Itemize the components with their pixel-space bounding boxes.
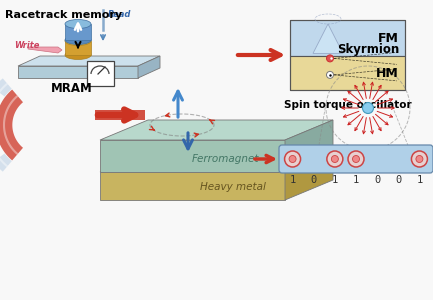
Polygon shape xyxy=(18,56,160,66)
Polygon shape xyxy=(313,24,343,53)
Ellipse shape xyxy=(65,20,91,28)
Text: Racetrack memory: Racetrack memory xyxy=(5,10,122,20)
Polygon shape xyxy=(100,120,333,140)
Polygon shape xyxy=(100,172,285,200)
Text: 1: 1 xyxy=(332,175,338,185)
Ellipse shape xyxy=(326,71,333,78)
Ellipse shape xyxy=(327,151,343,167)
Text: Spin torque oscillator: Spin torque oscillator xyxy=(284,100,411,110)
Text: Heavy metal: Heavy metal xyxy=(200,182,266,192)
Text: Write: Write xyxy=(14,40,39,50)
Polygon shape xyxy=(65,24,91,40)
Polygon shape xyxy=(100,140,285,172)
Ellipse shape xyxy=(331,155,338,163)
Ellipse shape xyxy=(362,103,374,113)
Ellipse shape xyxy=(411,151,427,167)
Ellipse shape xyxy=(416,155,423,163)
Bar xyxy=(290,56,405,90)
FancyBboxPatch shape xyxy=(279,145,433,173)
Polygon shape xyxy=(18,66,138,78)
Text: Skyrmion: Skyrmion xyxy=(337,43,399,56)
Bar xyxy=(290,20,405,56)
Ellipse shape xyxy=(326,55,333,62)
Ellipse shape xyxy=(65,50,91,59)
Ellipse shape xyxy=(65,35,91,44)
Bar xyxy=(290,20,405,90)
Text: MRAM: MRAM xyxy=(51,82,93,95)
Text: 0: 0 xyxy=(374,175,380,185)
Ellipse shape xyxy=(289,155,296,163)
Text: 1: 1 xyxy=(353,175,359,185)
Polygon shape xyxy=(95,110,145,120)
Text: 1: 1 xyxy=(416,175,423,185)
Ellipse shape xyxy=(352,155,359,163)
Text: 0: 0 xyxy=(310,175,317,185)
Text: FM: FM xyxy=(378,32,399,45)
Polygon shape xyxy=(28,47,62,53)
Text: 0: 0 xyxy=(395,175,401,185)
Text: Read: Read xyxy=(108,10,131,19)
Ellipse shape xyxy=(65,37,91,46)
Polygon shape xyxy=(285,120,333,172)
Polygon shape xyxy=(65,41,91,55)
Text: 1: 1 xyxy=(289,175,296,185)
Polygon shape xyxy=(285,152,333,200)
Polygon shape xyxy=(138,56,160,78)
FancyBboxPatch shape xyxy=(87,61,113,85)
Text: Ferromagnet: Ferromagnet xyxy=(191,154,259,164)
Ellipse shape xyxy=(284,151,301,167)
Polygon shape xyxy=(100,152,333,172)
Ellipse shape xyxy=(348,151,364,167)
Text: HM: HM xyxy=(376,67,399,80)
